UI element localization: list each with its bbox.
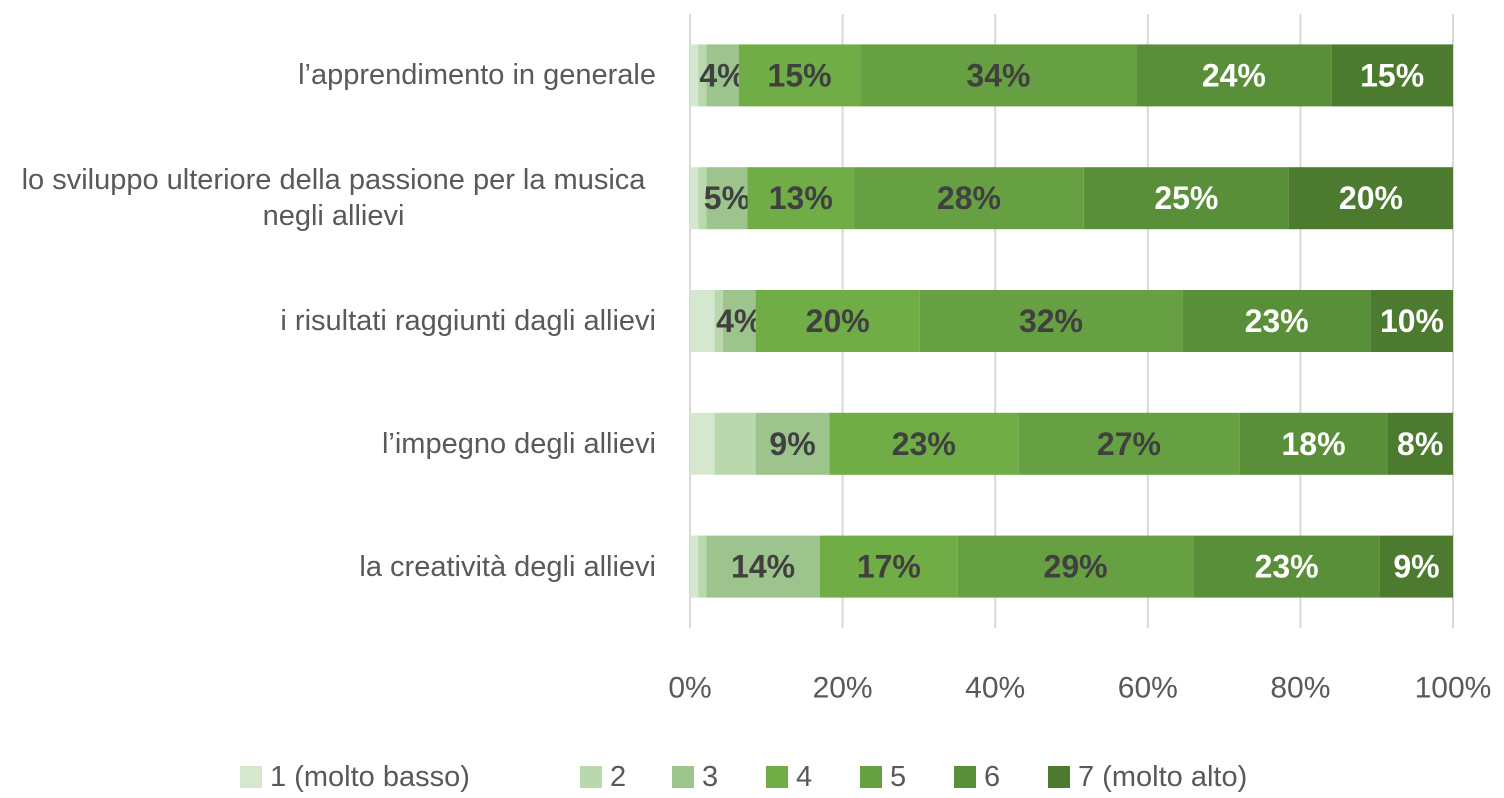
bar-segment (698, 535, 707, 598)
data-label: 15% (1360, 57, 1424, 93)
bar-segment (690, 535, 699, 598)
data-label: 25% (1154, 180, 1218, 216)
legend-label: 7 (molto alto) (1078, 761, 1247, 793)
bar-segment (1182, 290, 1371, 352)
category-label: l’impegno degli allievi (0, 426, 656, 462)
category-label: la creatività degli allievi (0, 549, 656, 585)
legend-label: 1 (molto basso) (270, 761, 470, 793)
bar-segment (1288, 167, 1453, 230)
bar-segment (829, 412, 1019, 475)
data-label: 24% (1202, 57, 1266, 93)
x-tick-label: 40% (965, 672, 1025, 705)
data-label: 13% (769, 180, 833, 216)
bar-segment (1136, 44, 1332, 107)
legend-swatch (672, 766, 694, 788)
bar-segment (714, 290, 723, 352)
bar-segment (690, 167, 699, 230)
bar-segment (860, 44, 1137, 107)
bar-segment (690, 290, 715, 352)
data-label: 23% (892, 426, 956, 462)
data-label: 8% (1397, 426, 1443, 462)
bar-segment (919, 290, 1183, 352)
legend-label: 6 (984, 761, 1000, 793)
data-label: 27% (1097, 426, 1161, 462)
bar-segment (1387, 412, 1453, 475)
bar-segment (714, 412, 756, 475)
category-text: l’impegno degli allievi (381, 427, 656, 460)
legend-swatch (240, 766, 262, 788)
category-label: lo sviluppo ulteriore della passione per… (0, 162, 656, 234)
bar-segment (1370, 290, 1453, 352)
bar-segment (690, 412, 715, 475)
data-label: 4% (716, 303, 762, 339)
data-label: 23% (1245, 303, 1309, 339)
legend-swatch (860, 766, 882, 788)
x-tick-label: 20% (813, 672, 873, 705)
data-label: 28% (937, 180, 1001, 216)
bar-segment (738, 44, 861, 107)
data-label: 18% (1282, 426, 1346, 462)
legend-swatch (1048, 766, 1070, 788)
data-label: 5% (704, 180, 750, 216)
x-tick-label: 60% (1118, 672, 1178, 705)
bar-segment (690, 44, 699, 107)
bar-segment (722, 290, 756, 352)
bar-segment (698, 44, 707, 107)
legend-label: 3 (702, 761, 718, 793)
data-label: 4% (699, 57, 745, 93)
bar-segment (706, 44, 739, 107)
x-tick-label: 80% (1270, 672, 1330, 705)
bar-segment (957, 535, 1194, 598)
bar-segment (747, 167, 855, 230)
data-label: 34% (966, 57, 1030, 93)
legend-swatch (580, 766, 602, 788)
bar-segment (706, 167, 748, 230)
legend-label: 5 (890, 761, 906, 793)
data-label: 9% (1393, 549, 1439, 585)
bar-segment (706, 535, 820, 598)
data-label: 29% (1044, 549, 1108, 585)
data-label: 14% (731, 549, 795, 585)
legend-label: 4 (796, 761, 812, 793)
bar-segment (1239, 412, 1388, 475)
data-label: 20% (806, 303, 870, 339)
bar-segment (1331, 44, 1453, 107)
bar-segment (1018, 412, 1240, 475)
x-tick-label: 0% (668, 672, 711, 705)
data-label: 32% (1019, 303, 1083, 339)
bar-segment (698, 167, 707, 230)
bar-segment (854, 167, 1084, 230)
category-label: i risultati raggiunti dagli allievi (0, 303, 656, 339)
x-tick-label: 100% (1415, 672, 1492, 705)
category-text: la creatività degli allievi (359, 550, 656, 583)
data-label: 23% (1255, 549, 1319, 585)
legend-label: 2 (610, 761, 626, 793)
category-text: l’apprendimento in generale (298, 59, 656, 92)
category-text: lo sviluppo ulteriore della passione per… (21, 164, 646, 233)
category-text: i risultati raggiunti dagli allievi (280, 305, 656, 337)
bar-segment (1083, 167, 1289, 230)
bar-segment (1193, 535, 1380, 598)
bar-segment (819, 535, 958, 598)
legend-swatch (954, 766, 976, 788)
data-label: 10% (1380, 303, 1444, 339)
data-label: 15% (768, 57, 832, 93)
bar-segment (755, 290, 920, 352)
data-label: 17% (857, 549, 921, 585)
bar-segment (1379, 535, 1453, 598)
legend-swatch (766, 766, 788, 788)
bar-segment (755, 412, 830, 475)
data-label: 20% (1339, 180, 1403, 216)
category-label: l’apprendimento in generale (0, 57, 656, 93)
data-label: 9% (769, 426, 815, 462)
